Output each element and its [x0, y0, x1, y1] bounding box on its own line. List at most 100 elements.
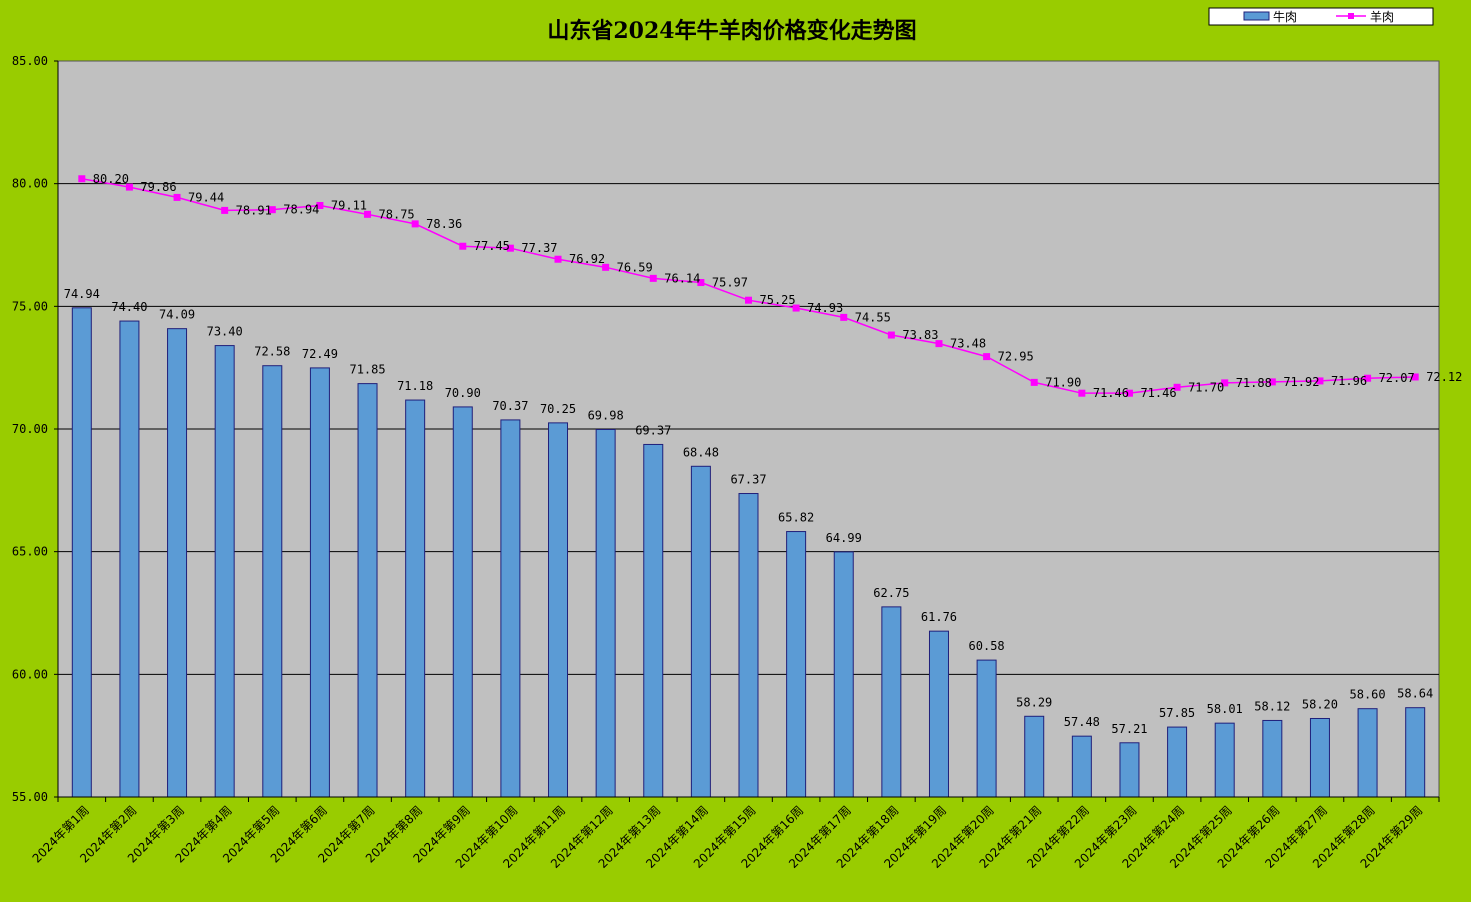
- beef-bar-label: 69.98: [588, 408, 624, 422]
- legend-beef-label: 牛肉: [1273, 9, 1297, 24]
- beef-bar: [928, 630, 949, 798]
- mutton-marker: [1364, 374, 1372, 382]
- mutton-point-label: 71.46: [1093, 386, 1129, 400]
- mutton-point-label: 71.92: [1283, 375, 1319, 389]
- mutton-point-label: 71.70: [1188, 380, 1224, 394]
- beef-bar-label: 72.49: [302, 347, 338, 361]
- mutton-marker: [316, 202, 324, 210]
- y-tick-label: 70.00: [12, 422, 48, 436]
- beef-bar: [738, 493, 759, 798]
- mutton-point-label: 76.92: [569, 252, 605, 266]
- beef-bar-label: 71.85: [349, 363, 385, 377]
- mutton-point-label: 79.86: [140, 180, 176, 194]
- beef-bars: [71, 307, 1426, 798]
- beef-bar-label: 74.94: [64, 287, 100, 301]
- mutton-marker: [268, 206, 276, 214]
- beef-bar-label: 58.60: [1350, 688, 1386, 702]
- mutton-marker: [173, 193, 181, 201]
- beef-bar: [119, 320, 140, 798]
- beef-bar: [405, 399, 426, 798]
- legend-mutton-label: 羊肉: [1370, 9, 1394, 24]
- mutton-marker: [221, 206, 229, 214]
- beef-bar-label: 71.18: [397, 379, 433, 393]
- beef-bar: [357, 383, 378, 798]
- beef-bar: [500, 419, 521, 798]
- beef-bar: [167, 328, 188, 798]
- beef-bar: [1405, 707, 1426, 798]
- y-axis: 55.00 60.00 65.00 70.00 75.00 80.00 85.00: [12, 54, 59, 804]
- beef-bar: [1024, 715, 1045, 798]
- mutton-marker: [364, 210, 372, 218]
- mutton-point-label: 71.88: [1236, 376, 1272, 390]
- mutton-marker: [78, 175, 86, 183]
- mutton-marker: [459, 242, 467, 250]
- beef-bar-label: 65.82: [778, 511, 814, 525]
- mutton-point-label: 73.83: [902, 328, 938, 342]
- mutton-point-label: 78.91: [236, 203, 272, 217]
- mutton-point-label: 71.90: [1045, 375, 1081, 389]
- beef-bar-label: 73.40: [207, 325, 243, 339]
- mutton-marker: [1268, 378, 1276, 386]
- beef-bar-label: 64.99: [826, 531, 862, 545]
- beef-bar-label: 58.29: [1016, 695, 1052, 709]
- mutton-point-label: 79.11: [331, 199, 367, 213]
- beef-bar-labels: 74.94 74.40 74.09 73.40 72.58 72.49 71.85 71.18…: [64, 287, 1434, 736]
- legend-mutton-marker: [1348, 13, 1354, 19]
- beef-bar: [214, 345, 235, 798]
- y-tick-label: 65.00: [12, 545, 48, 559]
- mutton-point-label: 79.44: [188, 190, 224, 204]
- beef-bar: [595, 428, 616, 798]
- mutton-marker: [1173, 383, 1181, 391]
- beef-bar: [690, 465, 711, 798]
- beef-bar: [262, 365, 283, 798]
- mutton-point-label: 72.12: [1426, 370, 1462, 384]
- mutton-marker: [1125, 389, 1133, 397]
- mutton-marker: [125, 183, 133, 191]
- mutton-marker: [649, 274, 657, 282]
- beef-bar-label: 69.37: [635, 423, 671, 437]
- beef-bar-label: 74.40: [111, 300, 147, 314]
- mutton-marker: [554, 255, 562, 263]
- beef-bar-label: 62.75: [873, 586, 909, 600]
- beef-bar-label: 72.58: [254, 345, 290, 359]
- y-tick-label: 80.00: [12, 177, 48, 191]
- legend-beef-swatch: [1243, 11, 1270, 21]
- mutton-point-label: 74.93: [807, 301, 843, 315]
- beef-bar: [881, 606, 902, 798]
- chart-title: 山东省2024年牛羊肉价格变化走势图: [547, 18, 916, 44]
- mutton-marker: [1030, 378, 1038, 386]
- mutton-point-label: 78.75: [379, 207, 415, 221]
- beef-bar: [1071, 735, 1092, 798]
- mutton-point-label: 80.20: [93, 172, 129, 186]
- mutton-point-label: 73.48: [950, 337, 986, 351]
- mutton-point-label: 71.46: [1140, 386, 1176, 400]
- beef-bar-label: 67.37: [730, 473, 766, 487]
- beef-bar: [643, 443, 664, 798]
- beef-bar-label: 58.64: [1397, 687, 1433, 701]
- mutton-marker: [1316, 377, 1324, 385]
- beef-bar-label: 58.01: [1207, 702, 1243, 716]
- mutton-point-label: 78.36: [426, 217, 462, 231]
- beef-bar-label: 58.20: [1302, 697, 1338, 711]
- beef-bar: [309, 367, 330, 798]
- beef-bar-label: 70.90: [445, 386, 481, 400]
- mutton-marker: [602, 263, 610, 271]
- mutton-marker: [840, 313, 848, 321]
- mutton-line-labels: 80.20 79.86 79.44 78.91 78.94 79.11 78.75 78.36…: [93, 172, 1463, 400]
- mutton-marker: [411, 220, 419, 228]
- y-tick-label: 55.00: [12, 790, 48, 804]
- beef-bar: [1357, 708, 1378, 798]
- mutton-marker: [1078, 389, 1086, 397]
- mutton-point-label: 75.97: [712, 276, 748, 290]
- beef-bar-label: 68.48: [683, 445, 719, 459]
- beef-bar: [1309, 717, 1330, 798]
- mutton-point-label: 78.94: [283, 203, 319, 217]
- beef-bar: [1167, 726, 1188, 798]
- mutton-point-label: 71.96: [1331, 374, 1367, 388]
- legend-box: [1208, 7, 1434, 26]
- mutton-marker: [697, 279, 705, 287]
- y-tick-label: 60.00: [12, 667, 48, 681]
- mutton-point-label: 77.45: [474, 239, 510, 253]
- mutton-point-label: 76.14: [664, 271, 700, 285]
